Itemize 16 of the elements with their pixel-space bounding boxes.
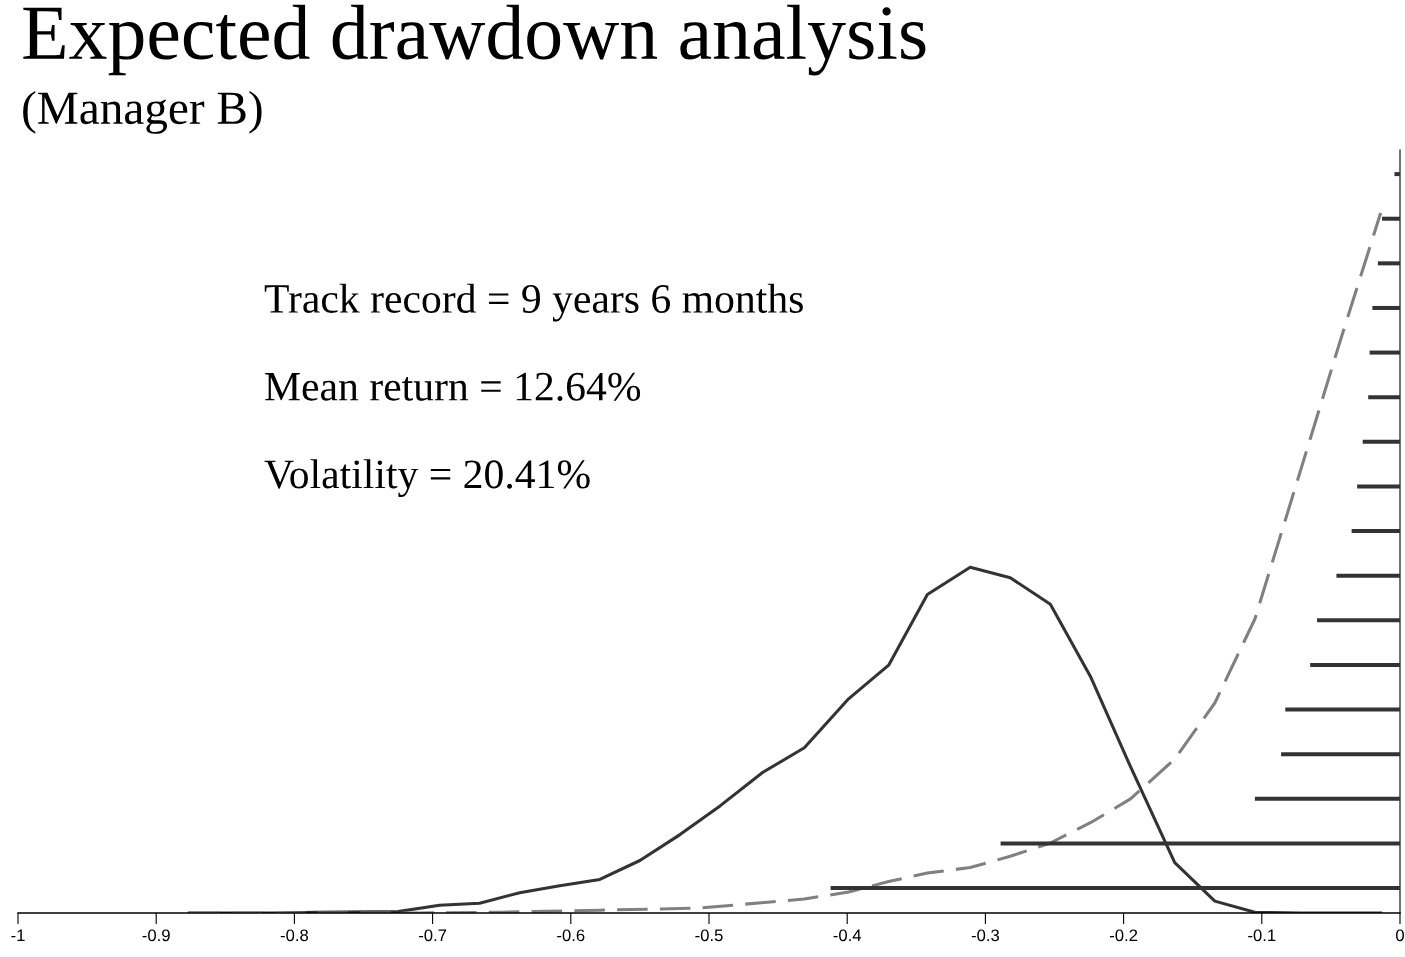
chart-subtitle: (Manager B): [23, 90, 262, 134]
x-tick-label: -0.3: [971, 929, 1000, 942]
annotation: Volatility = 20.41%: [264, 459, 590, 498]
x-tick-label: -0.2: [1109, 929, 1138, 942]
x-tick-label: -0.8: [280, 929, 309, 942]
annotation: Track record = 9 years 6 months: [264, 283, 803, 322]
x-tick-label: -0.1: [1248, 929, 1276, 942]
x-tick-label: -0.9: [142, 929, 170, 942]
x-tick-label: -0.4: [833, 929, 862, 942]
x-tick-label: -0.5: [695, 929, 723, 942]
chart-title: Expected drawdown analysis: [23, 4, 926, 76]
x-tick-label: -0.7: [418, 929, 447, 942]
x-tick-label: 0: [1396, 929, 1404, 942]
x-tick-label: -1: [11, 929, 25, 942]
annotation: Mean return = 12.64%: [265, 372, 641, 401]
x-tick-label: -0.6: [557, 929, 585, 942]
